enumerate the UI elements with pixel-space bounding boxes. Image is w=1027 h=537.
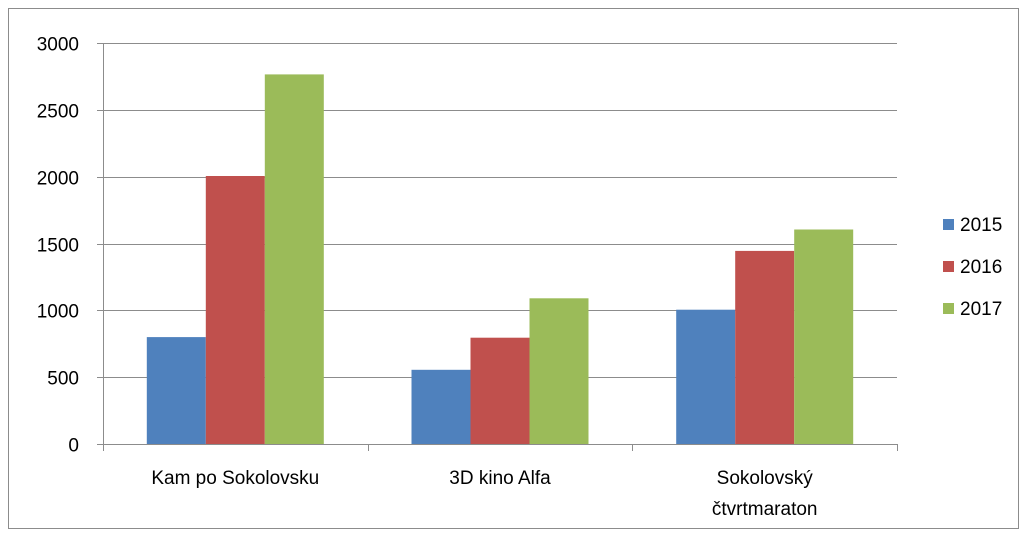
bar-2015-2 xyxy=(676,309,736,444)
bar-2017-0 xyxy=(264,74,324,445)
legend-swatch xyxy=(943,219,954,230)
category-label: Sokolovský xyxy=(717,468,814,489)
bar-2015-1 xyxy=(411,369,471,444)
bar-2015-0 xyxy=(146,337,206,444)
y-tick-label: 2000 xyxy=(37,169,79,190)
y-tick-labels: 0 500 1000 1500 2000 2500 3000 xyxy=(37,35,79,457)
axes xyxy=(103,43,898,451)
y-tick-label: 500 xyxy=(47,369,79,390)
legend-swatch xyxy=(943,303,954,314)
y-tick-label: 2500 xyxy=(37,102,79,123)
legend: 2015 2016 2017 xyxy=(943,215,1002,320)
y-tick-label: 1500 xyxy=(37,236,79,257)
legend-label: 2016 xyxy=(960,257,1002,278)
y-tick-label: 1000 xyxy=(37,302,79,323)
bar-2017-2 xyxy=(794,229,854,444)
y-tick-label: 0 xyxy=(68,436,79,457)
category-labels: Kam po Sokolovsku 3D kino Alfa Sokolovský č… xyxy=(151,468,817,520)
bar-2016-0 xyxy=(205,176,265,444)
category-label: čtvrtmaraton xyxy=(712,499,818,520)
bar-2016-1 xyxy=(470,337,530,444)
legend-label: 2017 xyxy=(960,299,1002,320)
category-label: 3D kino Alfa xyxy=(449,468,551,489)
legend-swatch xyxy=(943,261,954,272)
legend-label: 2015 xyxy=(960,215,1002,236)
bars xyxy=(146,74,854,445)
y-tick-label: 3000 xyxy=(37,35,79,56)
bar-2017-1 xyxy=(529,298,589,444)
category-label: Kam po Sokolovsku xyxy=(151,468,319,489)
bar-2016-2 xyxy=(735,250,795,444)
